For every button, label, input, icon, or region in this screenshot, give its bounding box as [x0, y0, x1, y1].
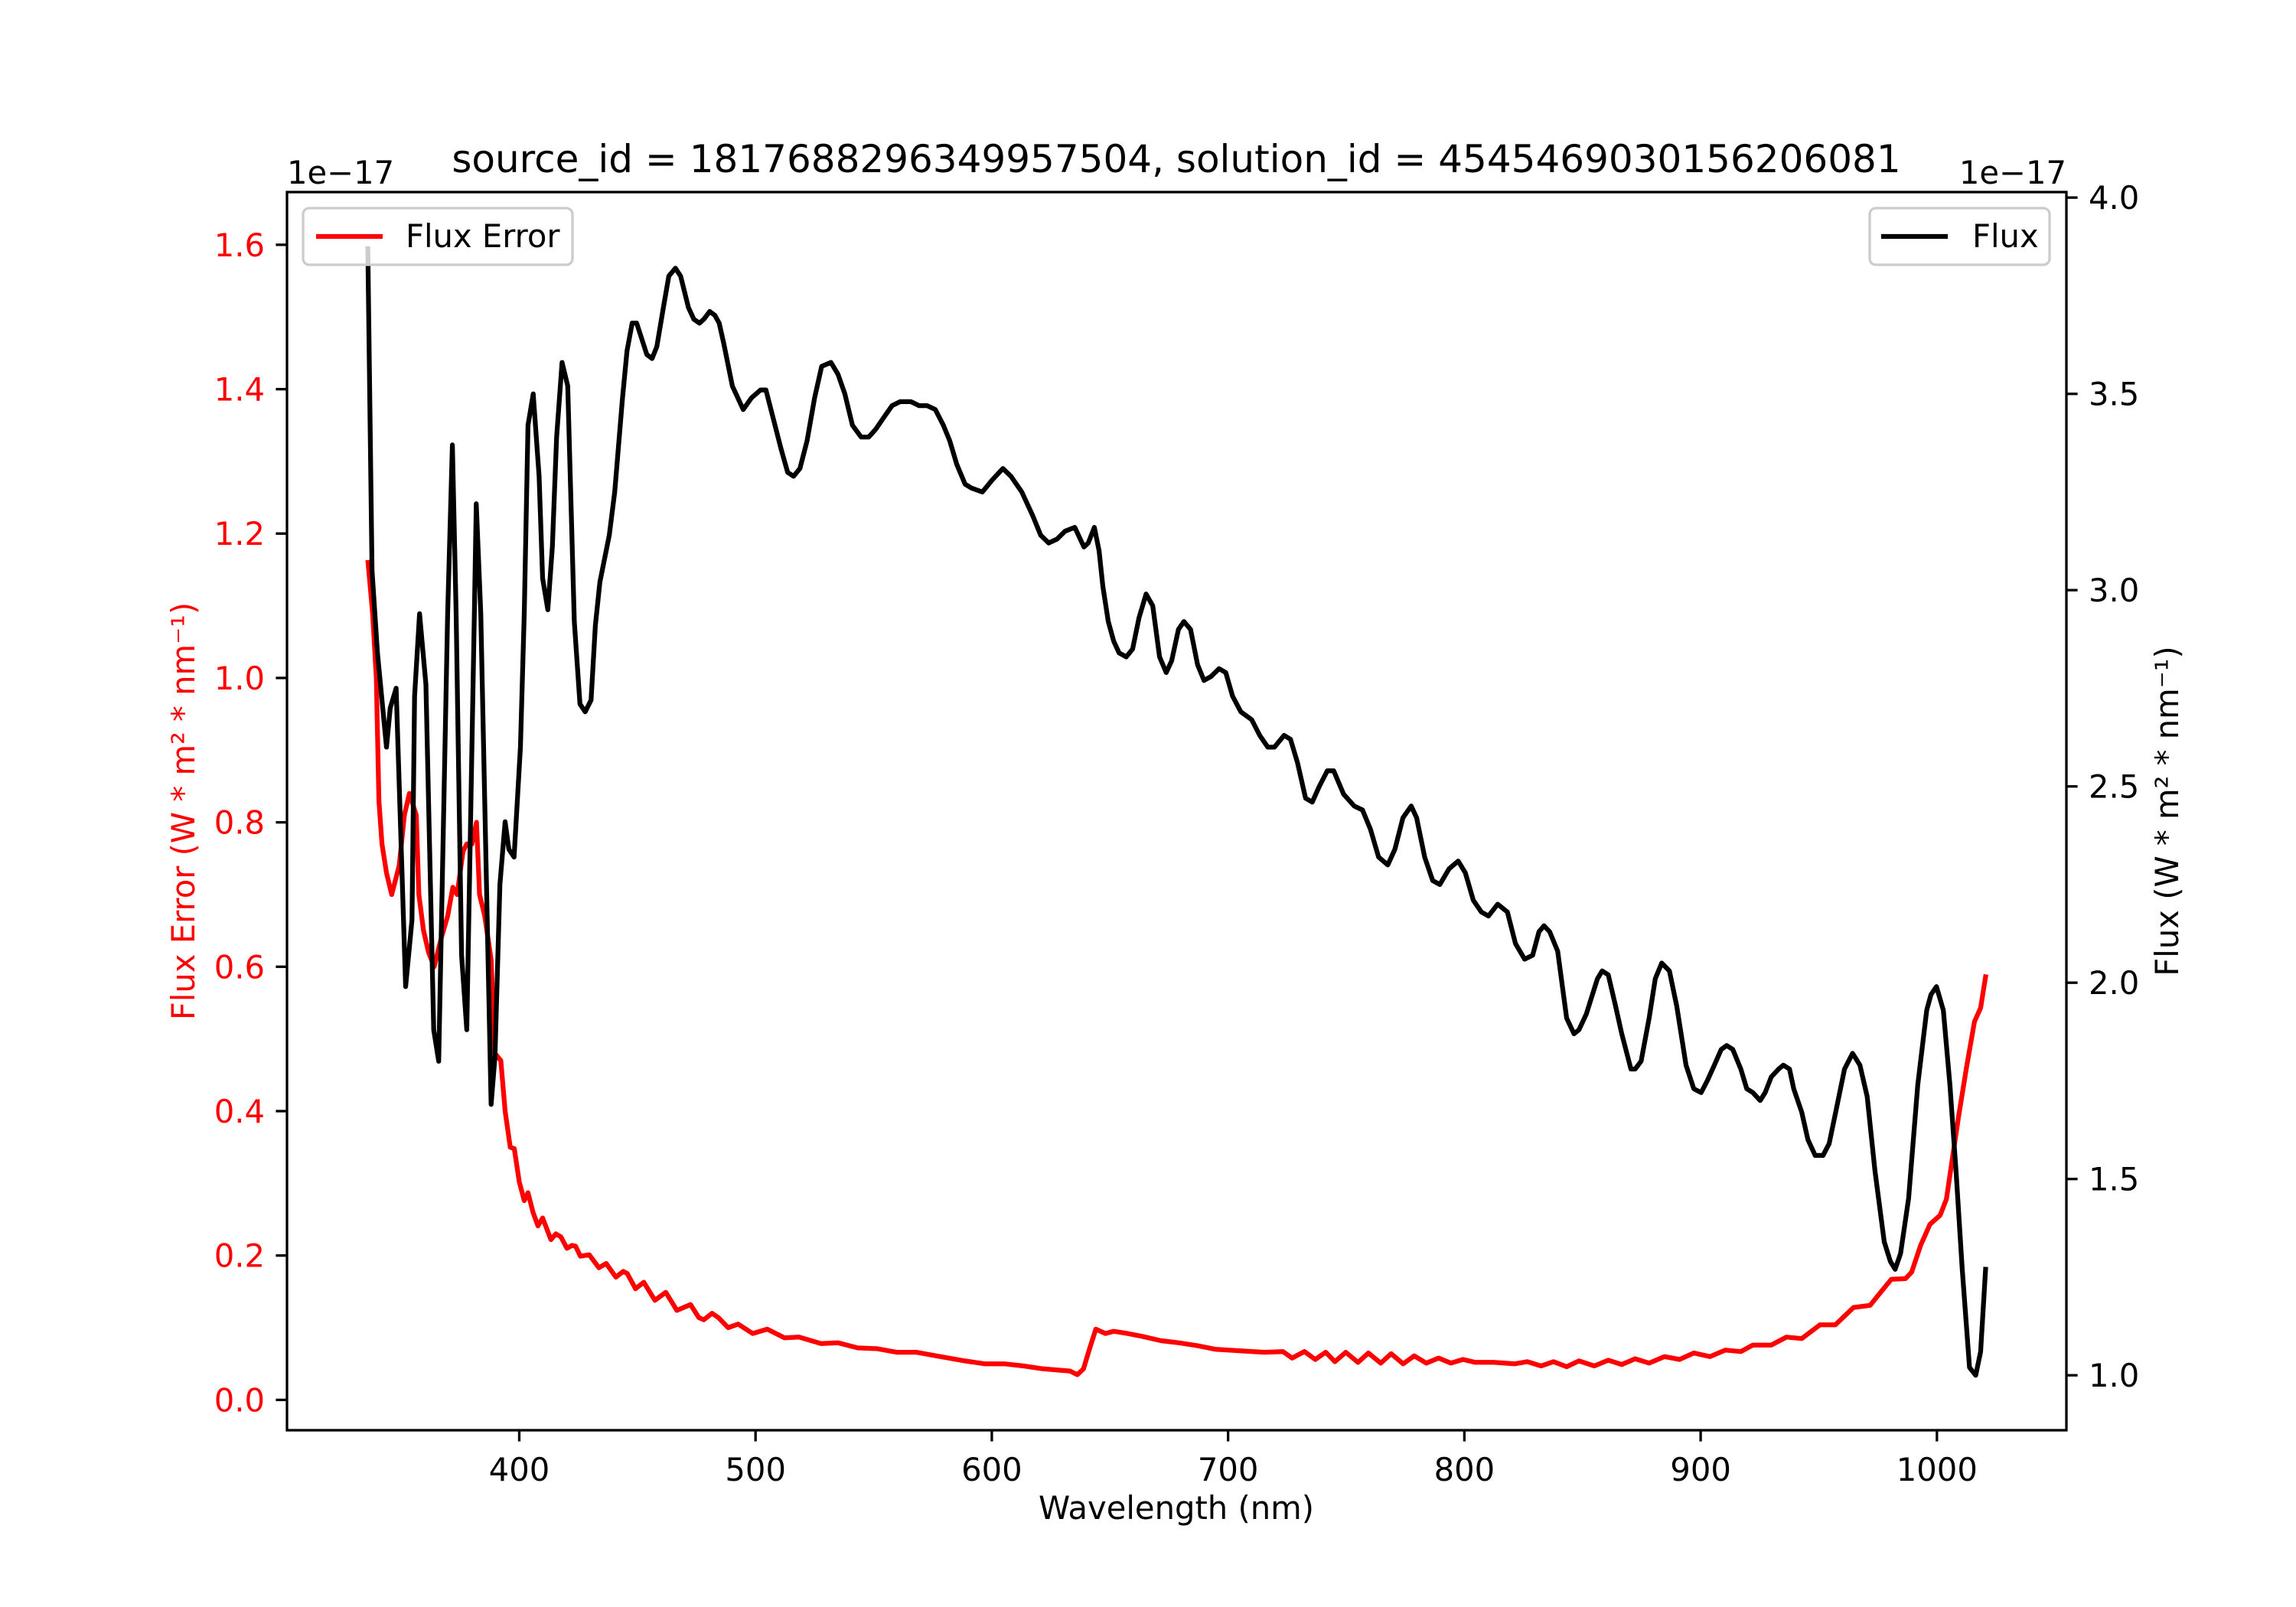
legend-label-flux-error: Flux Error: [406, 217, 560, 255]
left-y-tick-label: 0.0: [214, 1381, 265, 1419]
right-axis-offset-text: 1e−17: [1959, 154, 2066, 191]
x-tick-label: 1000: [1896, 1451, 1978, 1488]
right-y-tick-label: 4.0: [2089, 179, 2139, 217]
x-tick-label: 400: [489, 1451, 550, 1488]
legend-flux: Flux: [1868, 207, 2051, 266]
left-y-tick-label: 1.0: [214, 660, 265, 697]
x-tick-label: 700: [1198, 1451, 1259, 1488]
plot-frame: [285, 191, 2068, 1432]
series-layer: [365, 246, 1988, 1378]
right-y-tick-label: 2.5: [2089, 768, 2139, 806]
x-tick-label: 800: [1434, 1451, 1495, 1488]
left-axis-offset-text: 1e−17: [287, 154, 394, 191]
legend-flux-error: Flux Error: [302, 207, 574, 266]
series-line-flux: [365, 246, 1988, 1378]
series-line-flux-error: [365, 559, 1988, 1377]
right-y-tick-label: 1.0: [2089, 1357, 2139, 1394]
right-y-axis-label: Flux (W * m² * nm⁻¹): [2148, 646, 2186, 976]
left-y-tick-label: 0.8: [214, 804, 265, 842]
chart-title: source_id = 1817688296349957504, solutio…: [452, 137, 1900, 181]
x-axis: 400 500 600 700 800 900 1000: [489, 1430, 1978, 1488]
x-tick-label: 600: [961, 1451, 1022, 1488]
legend-box: [302, 207, 574, 266]
left-y-tick-label: 0.4: [214, 1093, 265, 1130]
x-tick-label: 900: [1670, 1451, 1731, 1488]
left-y-tick-label: 1.2: [214, 515, 265, 553]
legend-label-flux: Flux: [1972, 217, 2039, 255]
left-y-axis-label: Flux Error (W * m² * nm⁻¹): [165, 602, 202, 1020]
right-y-tick-label: 1.5: [2089, 1161, 2139, 1198]
x-axis-label: Wavelength (nm): [1039, 1489, 1314, 1527]
left-y-tick-label: 0.6: [214, 948, 265, 986]
right-y-tick-label: 3.5: [2089, 376, 2139, 413]
left-y-tick-label: 1.4: [214, 371, 265, 409]
right-y-axis: 1.0 1.5 2.0 2.5 3.0 3.5 4.0: [2066, 179, 2139, 1394]
left-y-axis: 0.0 0.2 0.4 0.6 0.8 1.0 1.2 1.4 1.6: [214, 227, 287, 1419]
legend-box: [1868, 207, 2051, 266]
left-y-tick-label: 1.6: [214, 227, 265, 264]
right-y-tick-label: 3.0: [2089, 572, 2139, 609]
x-tick-label: 500: [725, 1451, 786, 1488]
right-y-tick-label: 2.0: [2089, 964, 2139, 1002]
left-y-tick-label: 0.2: [214, 1237, 265, 1275]
